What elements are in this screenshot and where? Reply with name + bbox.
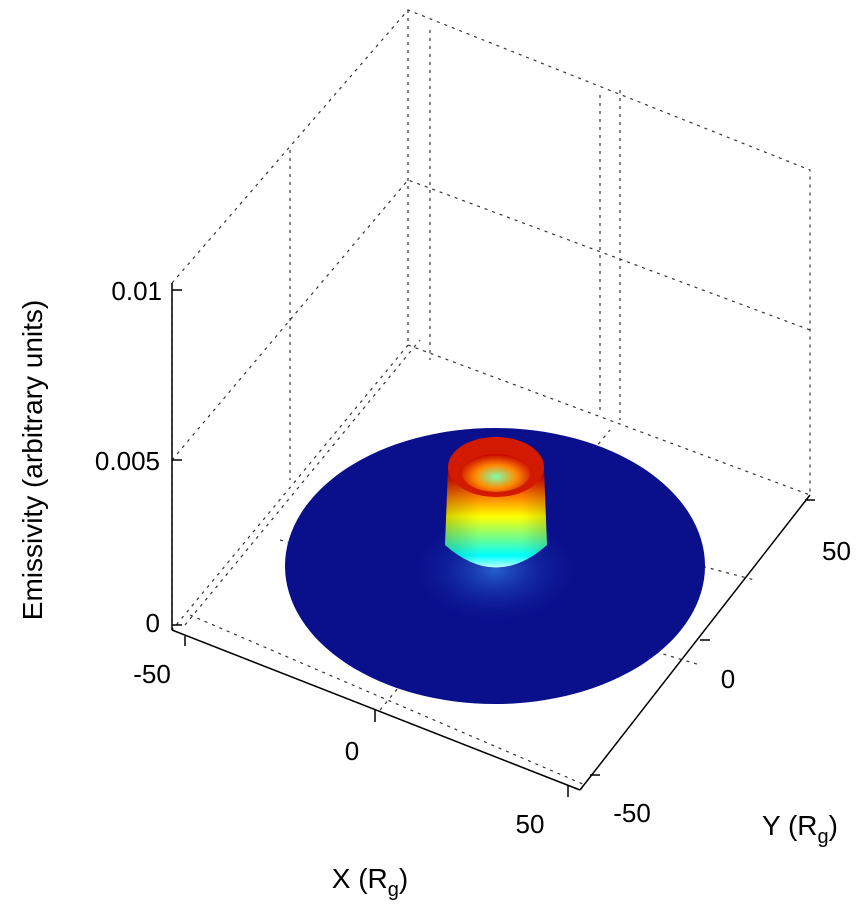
x-tick-label: 50 <box>516 809 545 839</box>
y-axis-label: Y (Rg) <box>762 810 838 848</box>
tick-marks <box>172 289 815 797</box>
z-tick-label: 0.005 <box>95 446 160 476</box>
y-axis-line <box>579 494 811 791</box>
axes-box <box>171 9 815 797</box>
ring-inner-hole <box>462 454 530 492</box>
back-wall-grid <box>171 9 811 631</box>
x-tick-label: 0 <box>345 736 359 766</box>
z-axis-label: Emissivity (arbitrary units) <box>17 300 48 620</box>
x-tick-label: -50 <box>133 659 171 689</box>
ring-wall-shading <box>445 469 547 568</box>
z-tick-label: 0.01 <box>111 276 162 306</box>
x-axis-label: X (Rg) <box>332 863 408 901</box>
emission-ring <box>445 437 547 568</box>
y-tick-labels: -50 0 50 <box>613 536 851 828</box>
z-tick-label: 0 <box>146 608 160 638</box>
y-tick-label: 0 <box>721 664 735 694</box>
x-axis-line <box>171 629 581 791</box>
y-tick-label: 50 <box>822 536 851 566</box>
y-tick-label: -50 <box>613 798 651 828</box>
x-tick-labels: -50 0 50 <box>133 659 544 839</box>
z-tick-labels: 0.01 0.005 0 <box>95 276 162 638</box>
